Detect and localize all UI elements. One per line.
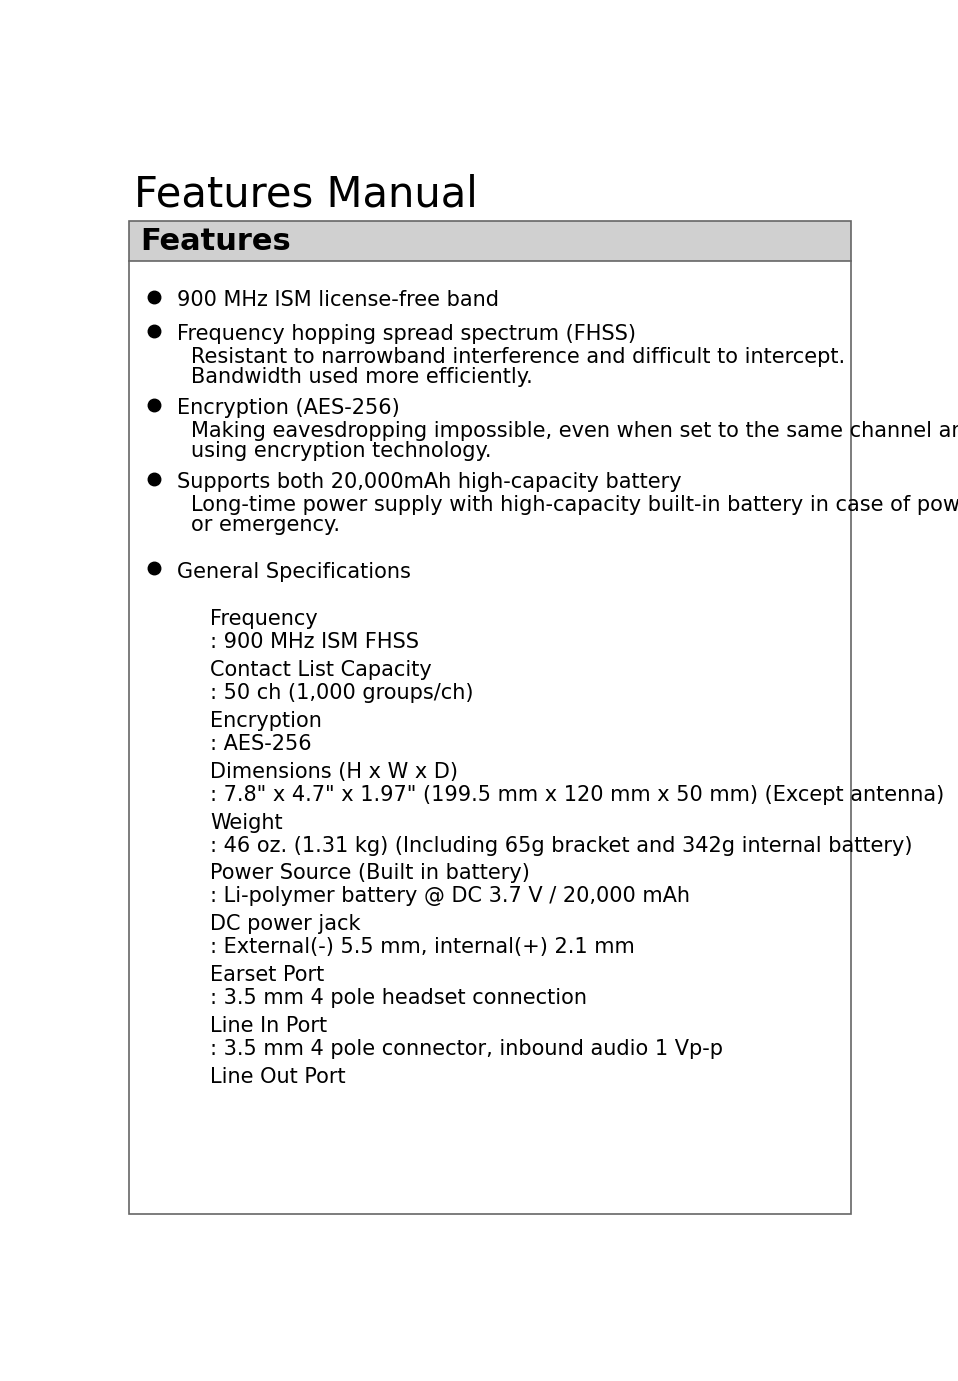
Text: using encryption technology.: using encryption technology. [191, 442, 491, 461]
Text: Line Out Port: Line Out Port [211, 1066, 346, 1087]
Text: Features: Features [140, 226, 290, 255]
Text: : AES-256: : AES-256 [211, 733, 312, 754]
Text: : External(-) 5.5 mm, internal(+) 2.1 mm: : External(-) 5.5 mm, internal(+) 2.1 mm [211, 938, 635, 957]
Text: Frequency: Frequency [211, 609, 318, 630]
Text: Long-time power supply with high-capacity built-in battery in case of power fail: Long-time power supply with high-capacit… [191, 496, 958, 515]
Text: or emergency.: or emergency. [191, 515, 340, 536]
Text: Features Manual: Features Manual [134, 174, 477, 215]
Text: Earset Port: Earset Port [211, 965, 325, 985]
Text: DC power jack: DC power jack [211, 914, 361, 934]
Text: : 46 oz. (1.31 kg) (Including 65g bracket and 342g internal battery): : 46 oz. (1.31 kg) (Including 65g bracke… [211, 836, 913, 856]
Text: Weight: Weight [211, 812, 283, 833]
Text: Resistant to narrowband interference and difficult to intercept.: Resistant to narrowband interference and… [191, 348, 845, 367]
Text: : 3.5 mm 4 pole headset connection: : 3.5 mm 4 pole headset connection [211, 987, 587, 1008]
Text: Line In Port: Line In Port [211, 1016, 328, 1036]
Text: Supports both 20,000mAh high-capacity battery: Supports both 20,000mAh high-capacity ba… [177, 472, 682, 492]
Text: Dimensions (H x W x D): Dimensions (H x W x D) [211, 762, 459, 782]
Text: Encryption: Encryption [211, 711, 322, 731]
Text: Power Source (Built in battery): Power Source (Built in battery) [211, 863, 531, 884]
Bar [129, 221, 852, 261]
Text: Encryption (AES-256): Encryption (AES-256) [177, 398, 399, 418]
Text: Bandwidth used more efficiently.: Bandwidth used more efficiently. [191, 367, 533, 388]
Text: General Specifications: General Specifications [177, 562, 411, 581]
Text: : 900 MHz ISM FHSS: : 900 MHz ISM FHSS [211, 632, 420, 652]
Text: Contact List Capacity: Contact List Capacity [211, 660, 432, 679]
Text: Making eavesdropping impossible, even when set to the same channel and group: Making eavesdropping impossible, even wh… [191, 421, 958, 442]
Text: : 50 ch (1,000 groups/ch): : 50 ch (1,000 groups/ch) [211, 684, 474, 703]
Text: : 3.5 mm 4 pole connector, inbound audio 1 Vp-p: : 3.5 mm 4 pole connector, inbound audio… [211, 1039, 723, 1059]
Text: : 7.8" x 4.7" x 1.97" (199.5 mm x 120 mm x 50 mm) (Except antenna): : 7.8" x 4.7" x 1.97" (199.5 mm x 120 mm… [211, 784, 945, 805]
Text: Frequency hopping spread spectrum (FHSS): Frequency hopping spread spectrum (FHSS) [177, 325, 636, 344]
Text: : Li-polymer battery @ DC 3.7 V / 20,000 mAh: : Li-polymer battery @ DC 3.7 V / 20,000… [211, 887, 691, 906]
Text: 900 MHz ISM license-free band: 900 MHz ISM license-free band [177, 290, 499, 311]
